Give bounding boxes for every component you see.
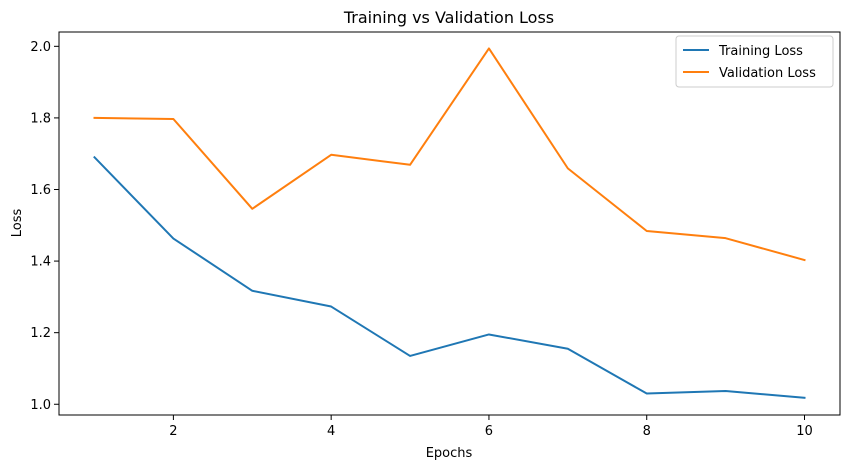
y-tick-label: 1.0 <box>30 398 51 413</box>
series-layer <box>93 47 806 399</box>
legend-label-validation: Validation Loss <box>719 66 816 81</box>
y-axis-title: Loss <box>10 209 25 238</box>
y-axis: 1.0 1.2 1.4 1.6 1.8 2.0 <box>30 40 59 413</box>
legend-label-training: Training Loss <box>718 44 803 59</box>
training-loss-line <box>93 155 806 399</box>
plot-area <box>58 31 841 416</box>
y-tick-label: 2.0 <box>30 40 51 55</box>
y-tick-label: 1.2 <box>30 326 51 341</box>
x-axis-title: Epochs <box>426 446 473 461</box>
legend: Training Loss Validation Loss <box>675 35 834 88</box>
y-tick-label: 1.4 <box>30 255 51 270</box>
plot-frame <box>58 31 841 416</box>
x-tick-label: 10 <box>796 424 813 439</box>
x-tick-label: 6 <box>485 424 493 439</box>
x-tick-label: 8 <box>643 424 651 439</box>
x-tick-label: 4 <box>327 424 335 439</box>
y-tick-label: 1.6 <box>30 183 51 198</box>
legend-box <box>675 35 834 88</box>
validation-loss-line <box>93 47 806 262</box>
chart-title: Training vs Validation Loss <box>343 8 554 27</box>
x-tick-label: 2 <box>169 424 177 439</box>
y-tick-label: 1.8 <box>30 111 51 126</box>
x-axis: 2 4 6 8 10 <box>169 415 813 439</box>
